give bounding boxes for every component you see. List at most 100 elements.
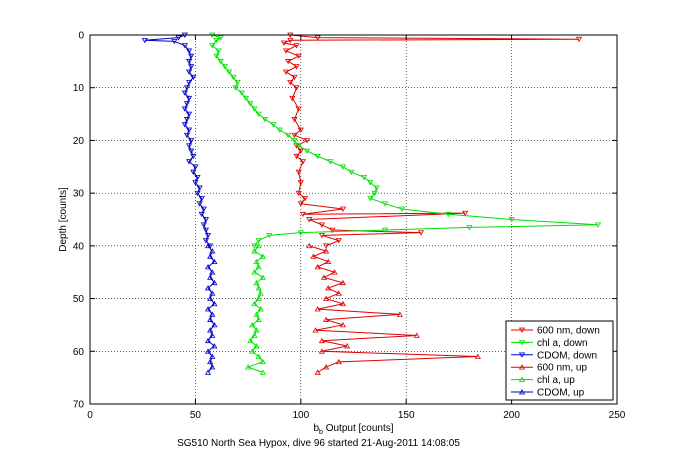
- data-point: [181, 90, 188, 96]
- x-tick-label: 0: [87, 410, 93, 421]
- data-point: [322, 316, 330, 322]
- data-point: [462, 210, 469, 217]
- data-point: [251, 248, 258, 254]
- data-point: [295, 106, 302, 112]
- data-point: [255, 316, 262, 322]
- data-point: [247, 101, 254, 107]
- y-tick-label: 70: [73, 400, 85, 411]
- x-tick-label: 200: [503, 410, 520, 421]
- legend-label: chl a, down: [537, 338, 588, 349]
- data-point: [232, 85, 239, 91]
- data-point: [339, 300, 347, 307]
- data-point: [183, 85, 191, 91]
- data-point: [318, 222, 325, 228]
- y-tick-label: 30: [73, 189, 85, 200]
- data-point: [287, 80, 294, 86]
- data-point: [190, 169, 197, 176]
- data-point: [297, 201, 304, 207]
- data-point: [282, 69, 290, 75]
- data-point: [285, 59, 292, 65]
- data-point: [204, 369, 212, 375]
- data-point: [185, 80, 193, 86]
- data-point: [289, 95, 296, 102]
- data-point: [185, 159, 193, 165]
- legend-marker: [518, 327, 526, 333]
- data-point: [230, 74, 237, 81]
- data-point: [331, 269, 338, 275]
- data-point: [247, 337, 254, 344]
- data-point: [202, 217, 210, 223]
- data-point: [181, 122, 188, 128]
- data-point: [259, 358, 266, 365]
- legend-label: CDOM, down: [537, 350, 597, 361]
- data-point: [196, 185, 203, 191]
- data-point: [185, 111, 193, 118]
- data-point: [185, 143, 193, 149]
- caption: SG510 North Sea Hypox, dive 96 started 2…: [177, 438, 460, 449]
- data-point: [249, 348, 256, 354]
- data-point: [194, 190, 201, 197]
- data-point: [335, 358, 342, 365]
- data-point: [234, 80, 241, 86]
- data-point: [209, 248, 216, 254]
- data-point: [291, 74, 298, 81]
- data-point: [188, 138, 195, 144]
- data-point: [175, 35, 182, 41]
- data-point: [196, 201, 203, 207]
- legend-marker: [518, 389, 526, 395]
- data-point: [382, 201, 389, 207]
- data-point: [253, 258, 260, 264]
- data-point: [211, 279, 218, 286]
- data-point: [185, 127, 193, 133]
- data-point: [209, 353, 216, 359]
- data-point: [204, 285, 212, 291]
- data-point: [304, 138, 311, 144]
- data-point: [217, 59, 224, 65]
- data-point: [293, 43, 300, 49]
- data-point: [367, 180, 374, 186]
- y-tick-label: 10: [73, 83, 85, 94]
- data-point: [213, 53, 220, 60]
- data-point: [371, 190, 378, 197]
- legend-marker: [518, 376, 526, 382]
- series-line: [144, 34, 211, 247]
- data-point: [245, 364, 252, 370]
- data-point: [445, 211, 452, 218]
- series-2: [141, 32, 214, 249]
- data-point: [339, 206, 347, 212]
- data-point: [242, 95, 250, 102]
- data-point: [207, 274, 214, 280]
- series-line: [207, 245, 216, 373]
- data-point: [202, 238, 210, 244]
- legend-label: 600 nm, down: [537, 326, 600, 337]
- data-point: [297, 127, 304, 133]
- data-point: [259, 253, 266, 259]
- y-tick-label: 40: [73, 241, 85, 252]
- data-point: [295, 53, 302, 60]
- data-point: [314, 263, 321, 270]
- data-point: [325, 285, 332, 291]
- data-point: [318, 232, 325, 239]
- data-point: [198, 211, 205, 218]
- data-point: [251, 106, 258, 112]
- data-point: [204, 242, 212, 249]
- data-point: [314, 35, 321, 41]
- data-point: [183, 132, 191, 139]
- data-point: [304, 148, 311, 154]
- data-point: [327, 159, 334, 165]
- data-point: [141, 37, 148, 44]
- series-4: [245, 242, 266, 375]
- y-tick-label: 60: [73, 347, 85, 358]
- data-point: [251, 300, 258, 307]
- legend-label: 600 nm, up: [537, 363, 587, 374]
- data-point: [329, 227, 336, 233]
- data-point: [382, 227, 389, 233]
- data-point: [306, 217, 313, 223]
- data-point: [413, 332, 420, 338]
- data-point: [257, 290, 264, 296]
- data-point: [291, 117, 298, 123]
- data-point: [207, 358, 214, 365]
- data-point: [297, 148, 304, 154]
- data-point: [293, 85, 300, 91]
